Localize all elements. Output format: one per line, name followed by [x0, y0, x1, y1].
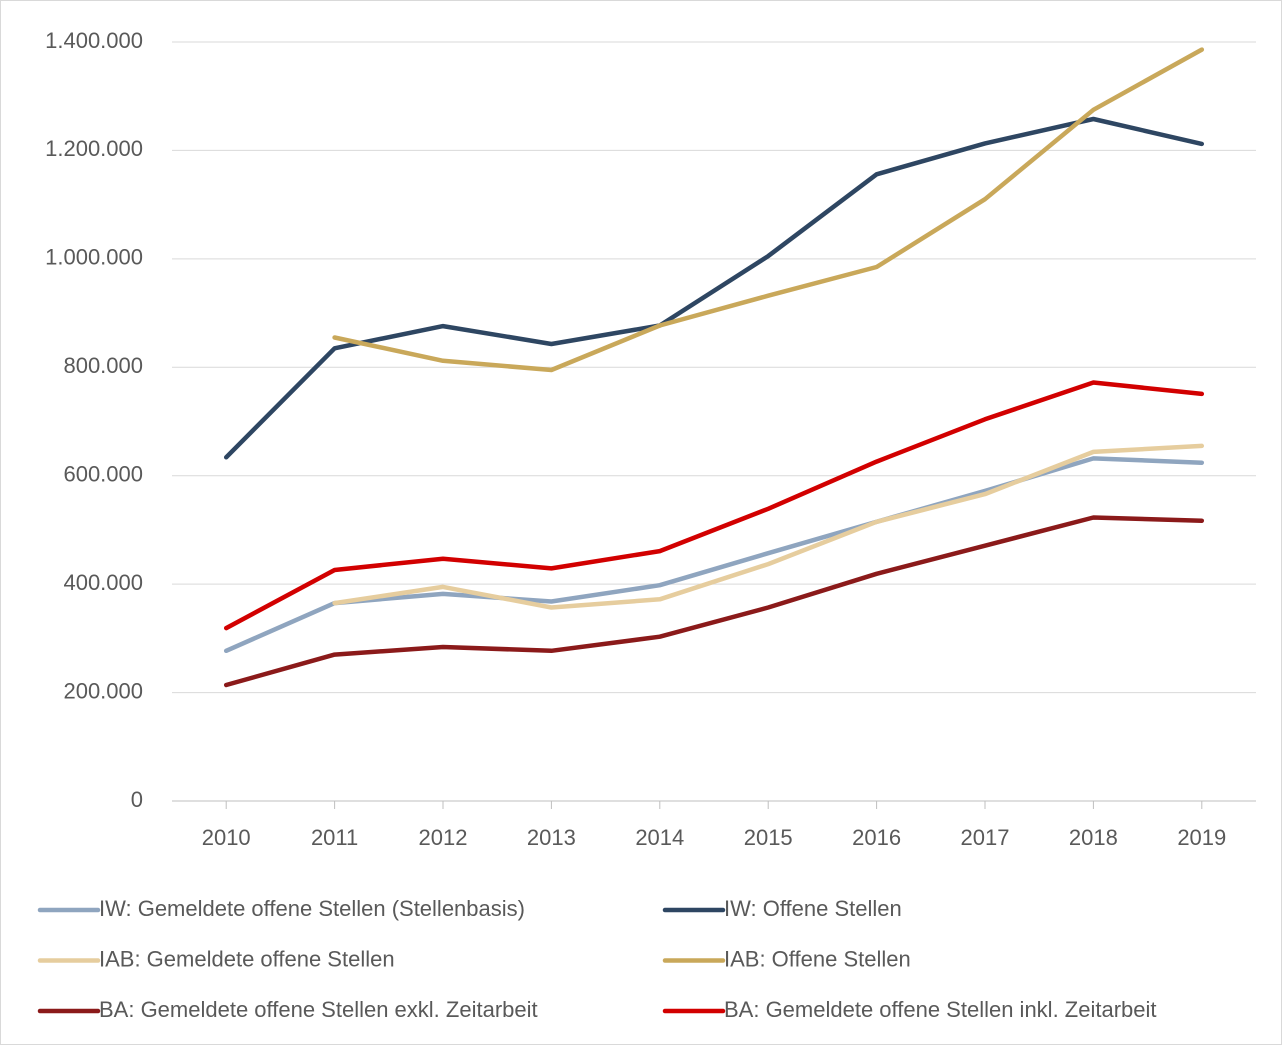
- x-tick-label: 2011: [311, 825, 358, 850]
- series-line: [332, 443, 1205, 610]
- x-tick-label: 2017: [961, 825, 1010, 850]
- y-tick-label: 400.000: [63, 570, 143, 595]
- series-line: [223, 515, 1205, 688]
- legend-label: IW: Offene Stellen: [724, 896, 902, 921]
- y-tick-label: 1.400.000: [45, 28, 143, 53]
- series-line: [332, 47, 1205, 373]
- legend-label: BA: Gemeldete offene Stellen inkl. Zeita…: [724, 997, 1157, 1022]
- y-tick-label: 800.000: [63, 353, 143, 378]
- x-tick-label: 2013: [527, 825, 576, 850]
- x-tick-label: 2014: [635, 825, 684, 850]
- x-tick-label: 2012: [419, 825, 468, 850]
- legend-label: IAB: Gemeldete offene Stellen: [99, 946, 395, 971]
- x-tick-label: 2010: [202, 825, 251, 850]
- y-tick-label: 600.000: [63, 462, 143, 487]
- y-tick-label: 0: [131, 787, 143, 812]
- y-tick-label: 200.000: [63, 678, 143, 703]
- y-tick-label: 1.000.000: [45, 245, 143, 270]
- series-line: [223, 380, 1205, 631]
- x-tick-label: 2016: [852, 825, 901, 850]
- x-tick-label: 2015: [744, 825, 793, 850]
- legend-label: BA: Gemeldete offene Stellen exkl. Zeita…: [99, 997, 538, 1022]
- series-line: [223, 116, 1205, 460]
- legend-label: IAB: Offene Stellen: [724, 946, 911, 971]
- x-tick-label: 2019: [1177, 825, 1226, 850]
- y-tick-label: 1.200.000: [45, 136, 143, 161]
- legend-label: IW: Gemeldete offene Stellen (Stellenbas…: [99, 896, 525, 921]
- x-tick-label: 2018: [1069, 825, 1118, 850]
